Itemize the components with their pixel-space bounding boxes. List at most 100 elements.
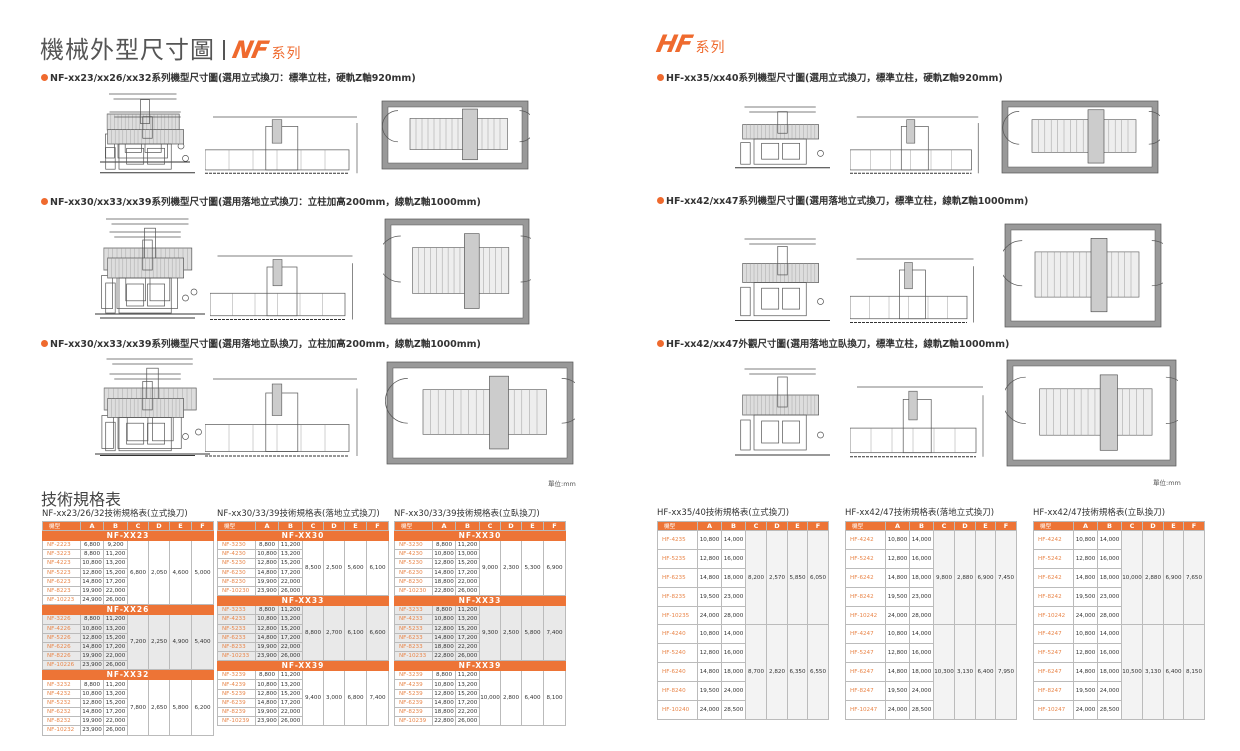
hf-spec-table: 機型 A B C D E F HF-4242 10,800 14,000 9,800 2,880 6,9…	[845, 521, 1017, 720]
cell-b: 28,500	[909, 700, 934, 720]
column-header-d: D	[766, 521, 788, 531]
drawing-caption: HF-xx42/xx47系列機型尺寸圖(選用落地立式換刀，標準立柱，線軌Z軸10…	[657, 193, 1028, 207]
cell-a: 10,800	[432, 679, 456, 690]
group-title: NF-XX39	[217, 660, 389, 672]
cell-model: HF-4235	[657, 530, 698, 550]
table-row: NF-4233 10,800 13,200	[217, 614, 389, 625]
cell-model: HF-5242	[1033, 548, 1074, 569]
table-row: NF-2223 6,800 9,200 6,800 2,050 4,600 5,000	[42, 539, 214, 606]
cell-model: NF-5239	[394, 688, 433, 699]
cell-f: 7,950	[995, 624, 1017, 720]
table-row: HF-4247 10,800 14,000 10,300 3,130 6,400 7,950	[845, 624, 1017, 720]
cell-model: NF-5230	[217, 558, 256, 569]
cell-b: 9,200	[103, 539, 128, 551]
cell-model: NF-10230	[217, 585, 256, 597]
table-row: NF-5230 12,800 15,200	[394, 558, 566, 569]
column-header-f: F	[995, 521, 1017, 531]
table-row: NF-10239 22,800 26,000	[394, 716, 566, 727]
cell-model: NF-4230	[217, 549, 256, 560]
cell-b: 14,000	[909, 624, 934, 645]
cell-model: HF-8235	[657, 586, 698, 607]
series-label: 系列	[695, 40, 726, 56]
drawing-caption: HF-xx42/xx47外觀尺寸圖(選用落地立臥換刀，標準立柱，線軌Z軸1000…	[657, 336, 1009, 350]
column-header-d: D	[148, 521, 170, 531]
cell-b: 18,000	[1097, 567, 1122, 588]
group-title: NF-XX26	[42, 604, 214, 616]
cell-b: 17,200	[278, 697, 303, 709]
cell-c: 8,800	[302, 605, 324, 662]
cell-d: 2,300	[500, 539, 522, 597]
cell-a: 24,000	[885, 605, 910, 626]
table-row: NF-8232 19,900 22,000	[42, 716, 214, 727]
cell-model: NF-8230	[217, 576, 256, 587]
cell-a: 8,800	[255, 605, 279, 616]
cell-model: NF-3233	[394, 605, 433, 616]
cell-a: 24,000	[885, 700, 910, 720]
group-title: NF-XX30	[217, 530, 389, 541]
cell-a: 14,800	[80, 641, 104, 653]
table-header-row: 機型 A B C D E F	[657, 521, 829, 531]
cell-e: 5,300	[521, 539, 544, 597]
cell-model: HF-5247	[1033, 643, 1074, 664]
cell-d: 2,500	[323, 539, 345, 597]
cell-a: 12,800	[255, 558, 279, 569]
table-row: NF-4232 10,800 13,200	[42, 688, 214, 699]
cell-f: 6,600	[366, 605, 389, 662]
table-title: NF-xx23/26/32技術規格表(立式換刀)	[42, 509, 188, 519]
group-title: NF-XX32	[42, 669, 214, 681]
top-view-drawing	[1001, 100, 1160, 174]
cell-model: NF-6223	[42, 576, 81, 587]
side-view-drawing	[205, 116, 358, 174]
cell-a: 12,800	[432, 558, 456, 569]
cell-b: 23,000	[909, 586, 934, 607]
cell-model: HF-4240	[657, 624, 698, 645]
group-title: NF-XX33	[217, 595, 389, 607]
column-header-model: 機型	[1033, 521, 1074, 531]
table-row: NF-10223 24,900 26,000	[42, 595, 214, 606]
cell-b: 17,200	[455, 567, 480, 578]
cell-model: NF-10226	[42, 660, 81, 671]
cell-b: 13,200	[278, 679, 303, 690]
cell-f: 7,650	[1183, 529, 1205, 626]
table-row: NF-6230 14,800 17,200	[217, 567, 389, 578]
column-header-a: A	[432, 521, 456, 531]
side-view-drawing	[850, 258, 974, 323]
column-header-c: C	[745, 521, 767, 531]
cell-c: 8,500	[302, 539, 324, 597]
cell-a: 19,900	[255, 641, 279, 653]
cell-model: HF-4247	[845, 624, 886, 645]
table-row: NF-5233 12,800 15,200	[217, 623, 389, 634]
table-row: NF-3230 8,800 11,200 9,000 2,300 5,300 6,900	[394, 539, 566, 597]
table-row: NF-6233 14,800 17,200	[394, 632, 566, 643]
table-row: NF-8223 19,900 22,000	[42, 585, 214, 597]
drawing-caption: NF-xx30/xx33/xx39系列機型尺寸圖(選用落地立式換刀：立柱加高20…	[41, 194, 481, 208]
drawing-caption: HF-xx35/xx40系列機型尺寸圖(選用立式換刀，標準立柱，硬軌Z軸920m…	[657, 70, 1003, 84]
cell-model: NF-4239	[394, 679, 433, 690]
cell-a: 8,800	[432, 539, 456, 551]
cell-c: 9,300	[479, 605, 501, 662]
cell-a: 12,800	[80, 632, 104, 643]
table-row: NF-4239 10,800 13,200	[217, 679, 389, 690]
cell-b: 26,000	[455, 651, 480, 662]
cell-e: 5,600	[344, 539, 367, 597]
table-row: NF-8230 18,800 22,000	[394, 576, 566, 587]
table-row: NF-4239 10,800 13,200	[394, 679, 566, 690]
cell-model: NF-8239	[217, 706, 256, 718]
unit-label: 單位:mm	[1153, 479, 1181, 487]
cell-f: 6,200	[191, 679, 214, 736]
cell-model: HF-5235	[657, 548, 698, 569]
cell-a: 12,800	[80, 567, 104, 578]
cell-a: 14,800	[255, 697, 279, 709]
cell-model: NF-3232	[42, 679, 81, 690]
cell-b: 24,000	[721, 681, 746, 702]
cell-model: HF-6247	[845, 662, 886, 683]
cell-model: HF-10242	[845, 605, 886, 626]
cell-e: 6,800	[344, 670, 367, 727]
cell-b: 11,200	[103, 679, 128, 690]
cell-a: 19,500	[697, 586, 722, 607]
cell-e: 5,800	[169, 679, 192, 736]
column-header-f: F	[807, 521, 829, 531]
group-row: NF-XX33	[217, 595, 389, 607]
table-row: NF-6230 14,800 17,200	[394, 567, 566, 578]
cell-a: 12,800	[885, 548, 910, 569]
